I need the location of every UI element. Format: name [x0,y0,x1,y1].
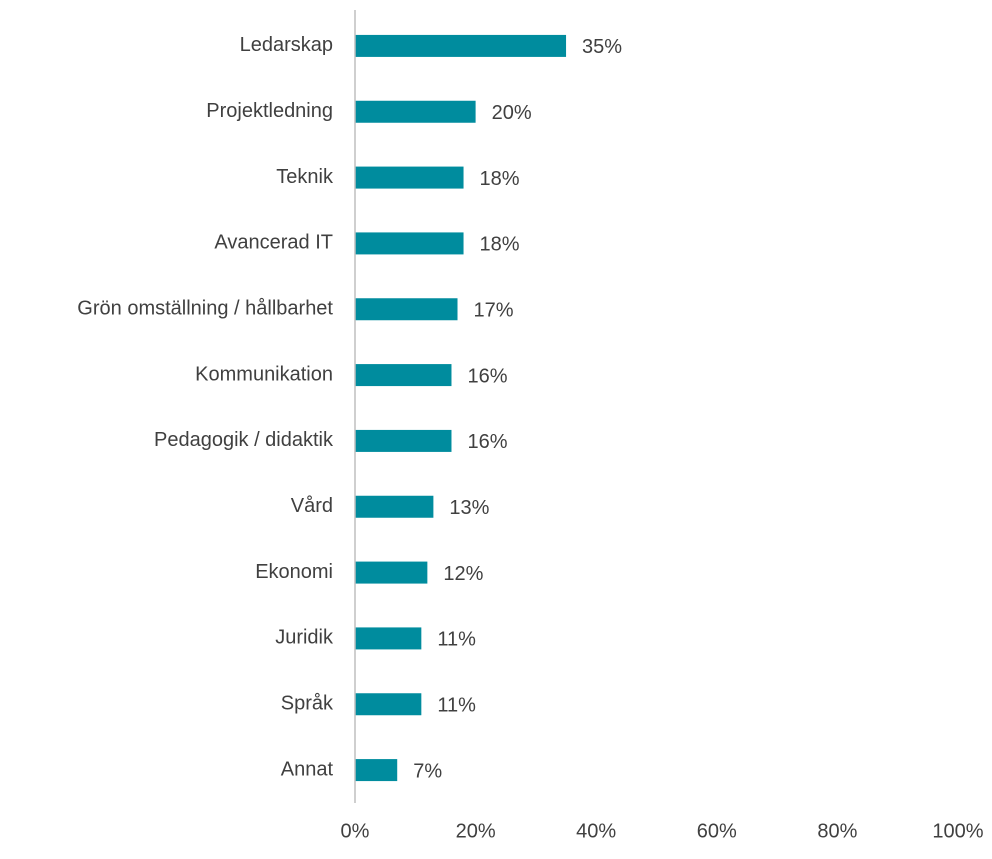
bar [355,495,434,518]
y-tick-label: Grön omställning / hållbarhet [77,298,333,320]
data-label: 35% [582,36,622,58]
data-label: 13% [449,497,489,519]
bar [355,561,428,584]
bar [355,34,567,57]
bar [355,429,452,452]
data-label: 20% [492,102,532,124]
x-tick-label: 100% [932,820,983,842]
y-tick-label: Teknik [276,166,334,188]
y-tick-label: Ekonomi [255,561,333,583]
x-tick-label: 60% [697,820,737,842]
data-label: 18% [480,234,520,256]
bar [355,100,476,123]
data-label: 17% [474,300,514,322]
bar [355,166,464,189]
y-tick-label: Språk [281,693,334,715]
x-tick-label: 80% [817,820,857,842]
data-label: 16% [467,365,507,387]
bar [355,298,458,321]
data-label: 12% [443,563,483,585]
y-tick-label: Juridik [275,627,334,649]
y-tick-label: Pedagogik / didaktik [154,429,334,451]
x-tick-label: 20% [456,820,496,842]
data-label: 11% [437,695,476,717]
data-label: 7% [413,760,442,782]
bar [355,627,422,650]
data-label: 16% [467,431,507,453]
y-tick-label: Kommunikation [195,363,333,385]
y-tick-label: Projektledning [206,100,333,122]
y-tick-label: Vård [291,495,333,517]
y-tick-label: Avancerad IT [214,232,333,254]
data-label: 11% [437,629,476,651]
x-tick-label: 0% [341,820,370,842]
bar [355,759,398,782]
y-tick-label: Ledarskap [240,34,333,56]
x-tick-label: 40% [576,820,616,842]
data-label: 18% [480,168,520,190]
bar [355,364,452,387]
y-tick-label: Annat [281,758,334,780]
bar [355,232,464,255]
bar [355,693,422,716]
